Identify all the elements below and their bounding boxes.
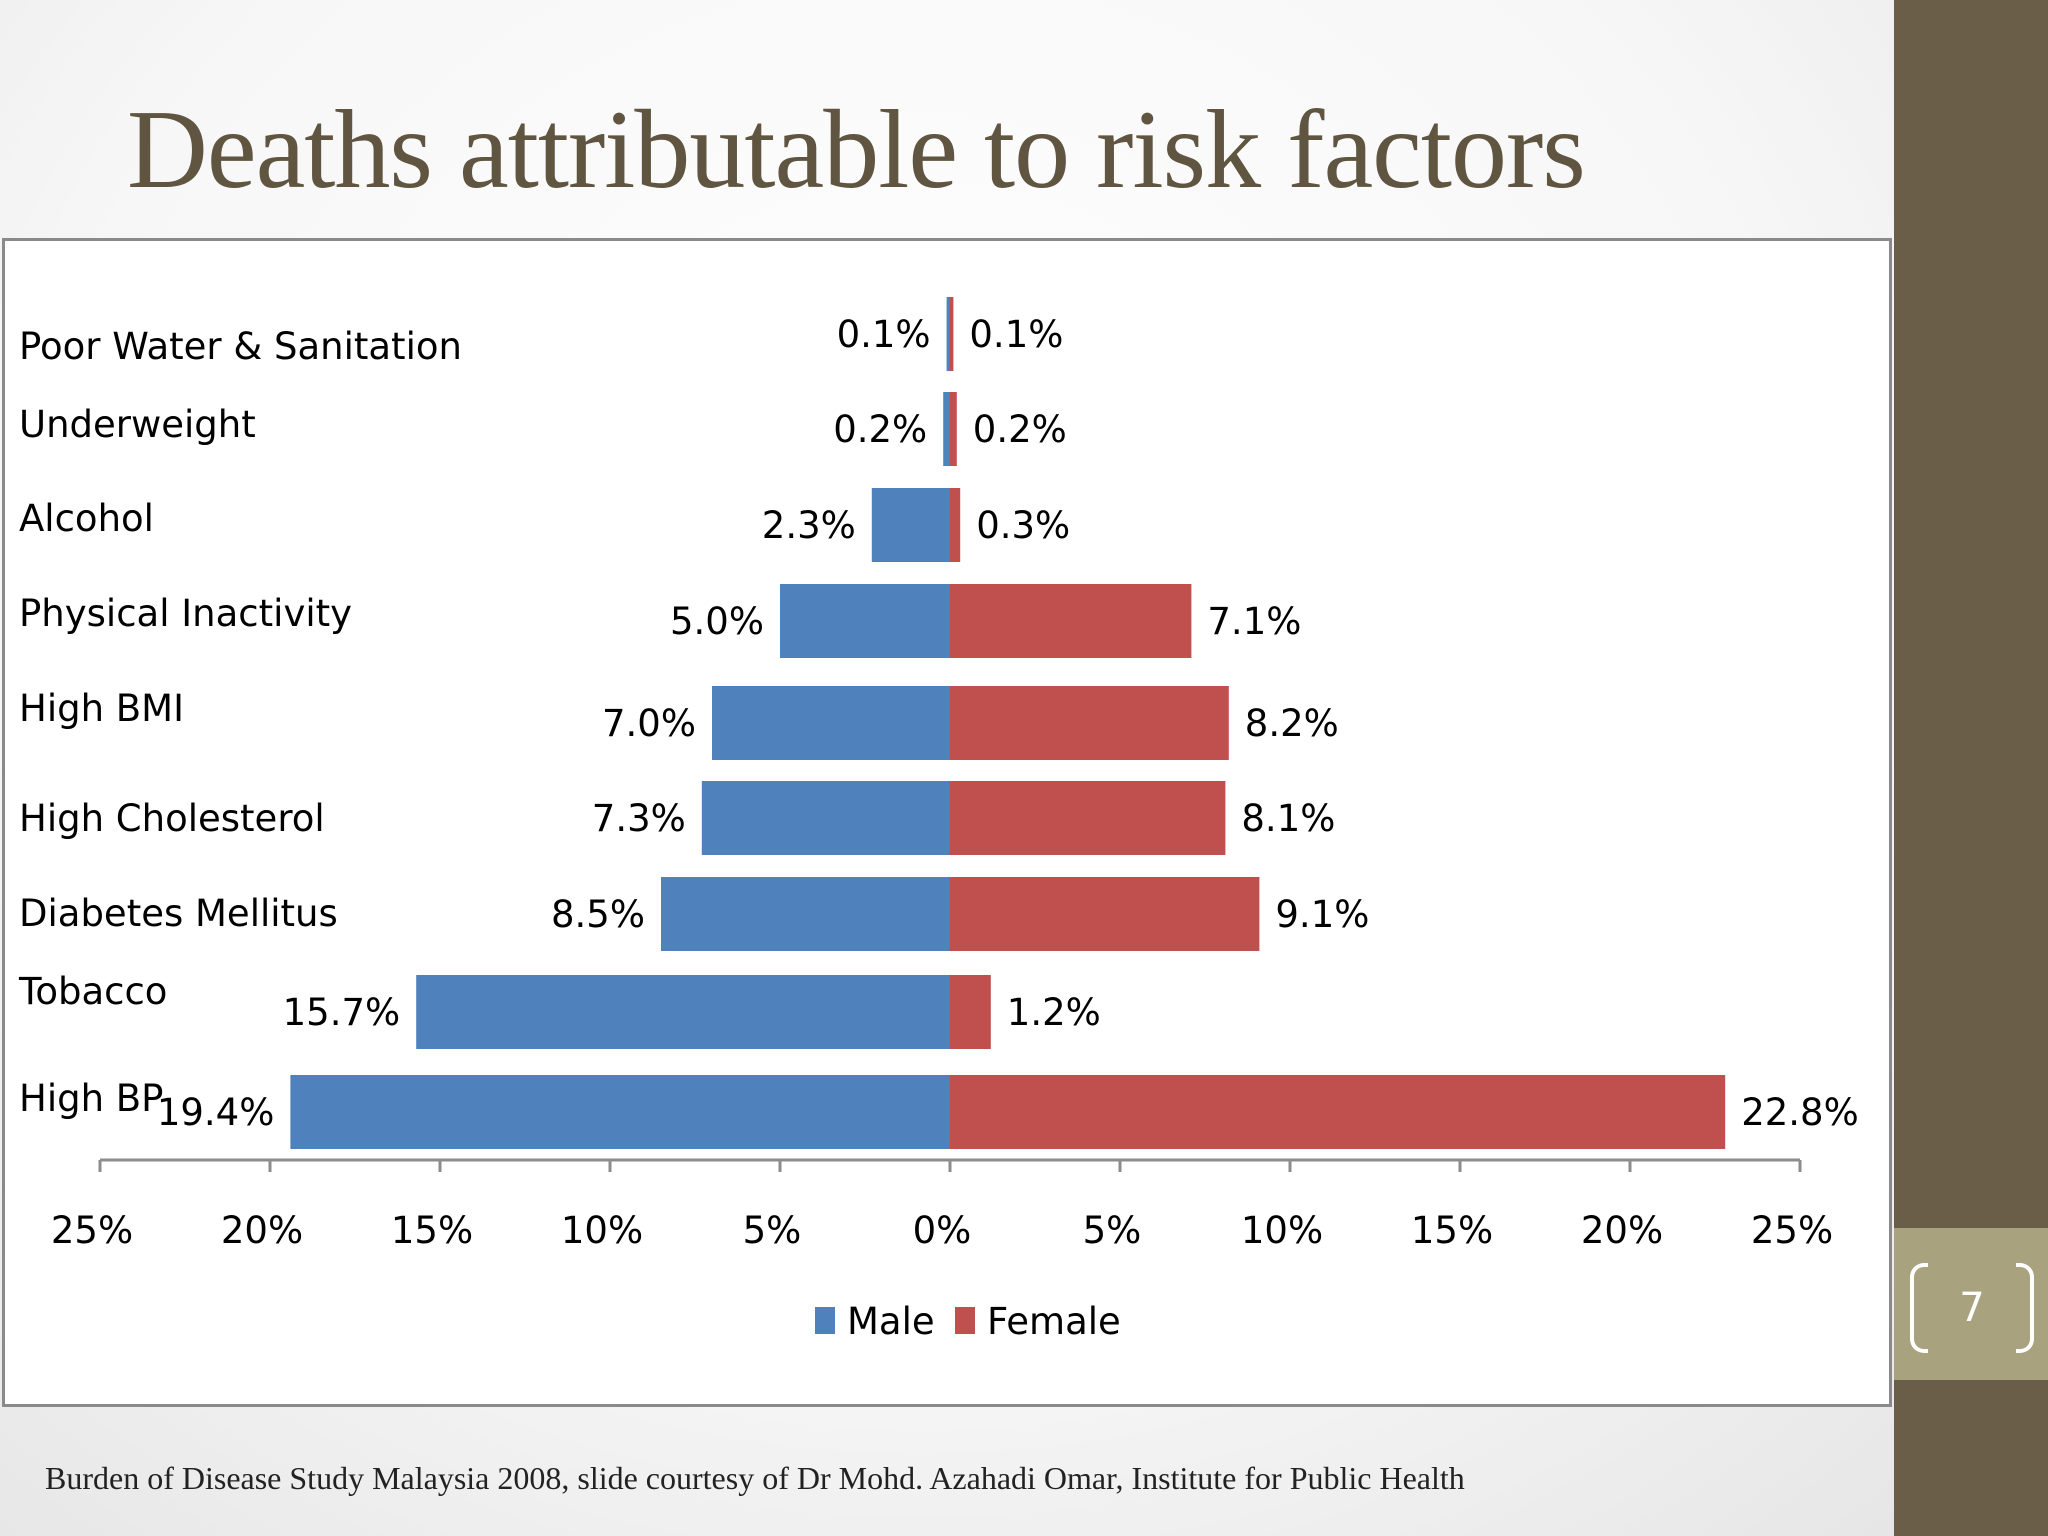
female-bar — [950, 686, 1229, 760]
female-bar — [950, 584, 1192, 658]
x-tick-label: 10% — [561, 1209, 643, 1252]
female-data-label: 22.8% — [1741, 1091, 1859, 1134]
female-bar — [950, 877, 1260, 951]
male-data-label: 15.7% — [283, 991, 401, 1034]
category-label: Underweight — [19, 403, 256, 446]
female-bar — [950, 1075, 1726, 1149]
male-data-label: 2.3% — [762, 504, 856, 547]
male-data-label: 0.1% — [837, 313, 931, 356]
female-data-label: 7.1% — [1207, 600, 1301, 643]
source-footer: Burden of Disease Study Malaysia 2008, s… — [45, 1460, 1465, 1496]
female-bar — [950, 975, 991, 1049]
female-data-label: 9.1% — [1275, 893, 1369, 936]
male-bar — [943, 392, 950, 466]
category-label: High BP — [19, 1077, 164, 1120]
male-bar — [946, 297, 950, 371]
male-bar — [780, 584, 950, 658]
x-tick-label: 5% — [1083, 1209, 1142, 1252]
male-data-label: 7.0% — [602, 702, 696, 745]
x-tick-label: 10% — [1241, 1209, 1323, 1252]
legend-swatch-female — [955, 1307, 975, 1334]
male-data-label: 7.3% — [592, 797, 686, 840]
female-data-label: 8.2% — [1245, 702, 1339, 745]
x-tick-label: 5% — [743, 1209, 802, 1252]
female-data-label: 8.1% — [1241, 797, 1335, 840]
male-bar — [712, 686, 950, 760]
legend-swatch-male — [815, 1307, 835, 1334]
x-tick-label: 20% — [1581, 1209, 1663, 1252]
male-data-label: 0.2% — [833, 408, 927, 451]
female-data-label: 0.3% — [976, 504, 1070, 547]
female-bar — [950, 392, 957, 466]
pyramid-chart: Poor Water & Sanitation 0.1% 0.1% Underweig… — [18, 297, 1859, 1343]
female-data-label: 0.2% — [973, 408, 1067, 451]
male-bar — [661, 877, 950, 951]
male-bar — [416, 975, 950, 1049]
female-data-label: 0.1% — [969, 313, 1063, 356]
male-bar — [701, 781, 950, 855]
category-label: Poor Water & Sanitation — [19, 325, 462, 368]
category-label: Physical Inactivity — [19, 592, 352, 635]
x-tick-label: 25% — [1751, 1209, 1833, 1252]
x-tick-label: 20% — [221, 1209, 303, 1252]
category-label: Tobacco — [18, 970, 167, 1013]
page-number: 7 — [1959, 1285, 1985, 1331]
x-tick-label: 15% — [391, 1209, 473, 1252]
category-label: High BMI — [19, 687, 184, 730]
category-label: Diabetes Mellitus — [19, 892, 338, 935]
legend-label-female: Female — [987, 1300, 1121, 1343]
male-data-label: 8.5% — [551, 893, 645, 936]
female-bar — [950, 488, 961, 562]
male-data-label: 19.4% — [157, 1091, 275, 1134]
male-data-label: 5.0% — [670, 600, 764, 643]
x-tick-label: 25% — [51, 1209, 133, 1252]
slide-title: Deaths attributable to risk factors — [127, 88, 1586, 212]
x-tick-label: 15% — [1411, 1209, 1493, 1252]
page-number-bracket — [1910, 1263, 2034, 1353]
right-bracket — [2016, 1263, 2034, 1353]
male-bar — [871, 488, 950, 562]
female-data-label: 1.2% — [1007, 991, 1101, 1034]
page-number-box — [1894, 1228, 2048, 1380]
left-bracket — [1910, 1263, 1928, 1353]
male-bar — [290, 1075, 950, 1149]
legend-label-male: Male — [847, 1300, 935, 1343]
chart-frame: Poor Water & Sanitation 0.1% 0.1% Underweig… — [2, 238, 1892, 1407]
category-label: Alcohol — [19, 497, 154, 540]
female-bar — [950, 297, 954, 371]
female-bar — [950, 781, 1226, 855]
category-label: High Cholesterol — [19, 797, 325, 840]
x-tick-label: 0% — [913, 1209, 972, 1252]
